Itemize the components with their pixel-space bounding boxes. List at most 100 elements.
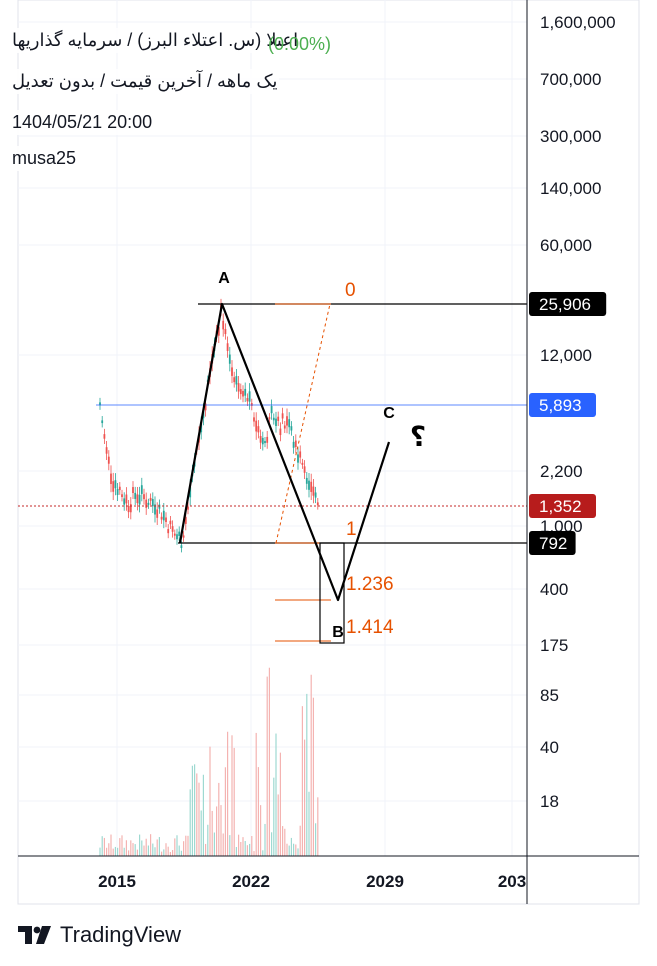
chart-subtitle: یک ماهه / آخرین قیمت / بدون تعدیل	[10, 69, 280, 94]
volume-bar	[176, 835, 178, 856]
candle-body	[99, 402, 101, 406]
candle-body	[268, 417, 271, 420]
candle-body	[299, 451, 302, 458]
volume-bar	[143, 845, 145, 856]
volume-bar	[174, 838, 176, 856]
volume-bar	[180, 850, 182, 856]
volume-bar	[222, 833, 224, 856]
wave-label-c: C	[383, 405, 395, 422]
candle-body	[272, 417, 275, 421]
tradingview-logo[interactable]: TradingView	[18, 922, 181, 948]
candle-body	[292, 441, 295, 448]
volume-bar	[130, 840, 132, 856]
volume-bar	[202, 774, 204, 856]
volume-bar	[161, 851, 163, 856]
fib-level-label: 1.414	[346, 617, 394, 638]
volume-bar	[211, 810, 213, 856]
candle-body	[176, 534, 178, 540]
volume-bar	[246, 845, 248, 856]
candle-body	[149, 497, 152, 501]
candle-body	[261, 437, 264, 445]
volume-bar	[125, 840, 127, 856]
candle-body	[233, 377, 236, 383]
volume-bar	[288, 845, 290, 856]
y-tick-label: 18	[540, 792, 559, 811]
price-label-text: 1,352	[539, 497, 582, 516]
volume-bar	[198, 782, 200, 856]
volume-bar	[183, 841, 185, 856]
volume-bar	[268, 667, 270, 856]
candle-body	[270, 406, 273, 414]
y-tick-label: 700,000	[540, 70, 601, 89]
candle-body	[305, 477, 308, 484]
author-name: musa25	[10, 146, 79, 171]
candle-body	[294, 440, 297, 448]
volume-bar	[213, 832, 215, 856]
volume-bar	[147, 845, 149, 856]
volume-bar	[249, 843, 251, 856]
chart-grid	[17, 0, 640, 905]
volume-bar	[240, 841, 242, 856]
candle-body	[275, 418, 277, 426]
candle-body	[226, 343, 229, 351]
volume-bar	[233, 747, 235, 856]
price-label-badge	[529, 494, 596, 518]
volume-bar	[165, 843, 167, 856]
y-tick-label: 85	[540, 686, 559, 705]
candle-body	[255, 420, 258, 432]
axes: 1,600,000 700,000 300,000 140,000 60,000 12,0…	[18, 0, 639, 904]
volume-bar	[152, 843, 154, 856]
volume-bar	[156, 839, 158, 856]
wave-label-b: B	[332, 624, 344, 641]
volume-bar	[106, 847, 108, 856]
candle-body	[239, 389, 242, 395]
volume-bar	[273, 777, 275, 856]
candle-body	[308, 480, 310, 490]
candle-body	[290, 426, 293, 431]
fib-trend-line	[275, 303, 331, 544]
b-zone-box	[319, 542, 345, 644]
candle-body	[173, 533, 176, 536]
x-tick-label: 2015	[98, 872, 136, 891]
candle-body	[110, 473, 112, 485]
candle-body	[178, 531, 181, 537]
volume-bar	[110, 834, 112, 856]
candle-body	[112, 481, 115, 492]
candle-body	[103, 434, 106, 439]
fib-level-label: 0	[345, 280, 356, 301]
wave-label-a: A	[218, 270, 230, 287]
candle-body	[312, 486, 315, 496]
volume-bar	[279, 752, 281, 856]
candle-body	[171, 526, 174, 532]
volume-bar	[117, 847, 119, 856]
candle-body	[314, 492, 317, 498]
volume-bars	[99, 667, 319, 856]
volume-bar	[136, 849, 138, 856]
y-tick-label: 175	[540, 636, 568, 655]
volume-bar	[229, 835, 231, 856]
price-label-text: 792	[539, 534, 567, 553]
volume-bar	[275, 733, 277, 856]
y-tick-label: 400	[540, 580, 568, 599]
candle-body	[105, 447, 108, 454]
volume-bar	[238, 834, 240, 856]
candle-body	[169, 520, 172, 525]
volume-bar	[310, 674, 312, 856]
volume-bar	[257, 767, 259, 856]
volume-bar	[132, 843, 134, 856]
candle-body	[134, 492, 137, 499]
x-tick-label: 2022	[232, 872, 270, 891]
x-tick-label: 2029	[366, 872, 404, 891]
volume-bar	[191, 765, 193, 856]
volume-bar	[251, 836, 253, 856]
volume-bar	[205, 843, 207, 856]
candle-body	[301, 462, 304, 465]
volume-bar	[299, 825, 301, 856]
wave-path	[178, 302, 391, 602]
candle-body	[286, 416, 288, 426]
volume-bar	[304, 739, 306, 856]
price-label-text: 5,893	[539, 396, 582, 415]
volume-bar	[282, 826, 284, 856]
volume-bar	[301, 706, 303, 856]
